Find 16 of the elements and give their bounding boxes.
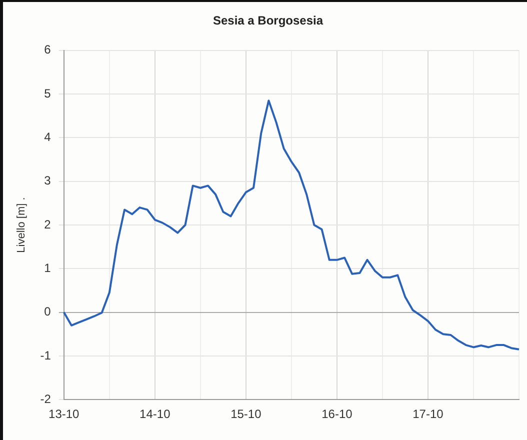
x-tick-label: 16-10 — [322, 407, 353, 422]
y-tick-label: -2 — [40, 392, 52, 406]
y-tick-label: 2 — [44, 217, 52, 232]
y-tick-label: 4 — [44, 130, 52, 144]
x-tick-label: 15-10 — [230, 407, 262, 422]
y-tick-label: -1 — [40, 348, 52, 362]
y-tick-label: 3 — [44, 174, 52, 188]
chart-title: Sesia a Borgosesia — [212, 14, 324, 28]
x-tick-label: 14-10 — [140, 407, 171, 422]
y-tick-label: 5 — [44, 86, 52, 100]
x-tick-label: 13-10 — [48, 407, 80, 422]
y-axis-title: Livello [m] . — [16, 197, 28, 253]
y-tick-label: 1 — [44, 260, 52, 275]
y-tick-label: 0 — [44, 304, 52, 319]
x-tick-label: 17-10 — [412, 407, 444, 422]
y-tick-label: 6 — [44, 42, 52, 57]
